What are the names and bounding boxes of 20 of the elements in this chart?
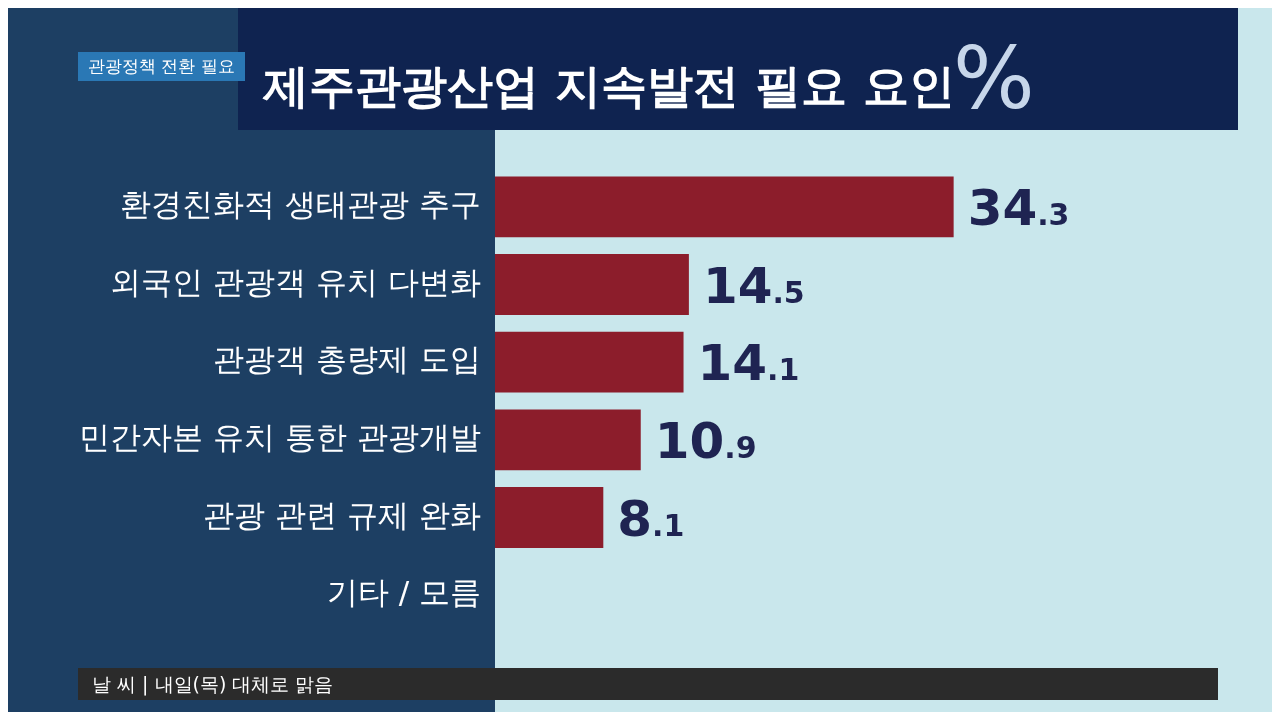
data-label: 14.1 (697, 334, 800, 393)
bar (495, 487, 604, 548)
y-tick-label: 민간자본 유치 통한 관광개발 (79, 418, 481, 455)
y-tick-label: 기타 / 모름 (326, 574, 481, 611)
data-label: 34.3 (967, 178, 1070, 237)
y-tick-label: 환경친화적 생태관광 추구 (120, 185, 481, 222)
x-axis-title: % (953, 28, 1035, 128)
bar (495, 331, 684, 393)
y-tick-label: 외국인 관광객 유치 다변화 (110, 263, 481, 300)
y-tick-label: 관광 관련 규제 완화 (203, 496, 481, 533)
y-tick-label: 관광객 총량제 도입 (213, 341, 481, 378)
bar (495, 409, 641, 471)
text: 관광정책 전환 필요 (78, 52, 245, 81)
data-label: 10.9 (654, 411, 757, 470)
data-label: 8.1 (617, 489, 685, 548)
bar (495, 176, 954, 238)
text: 날 씨 | 내일(목) 대체로 맑음 (78, 668, 1218, 700)
bar (495, 254, 689, 315)
data-label: 14.5 (702, 256, 805, 315)
chart-title: 제주관광산업 지속발전 필요 요인 (263, 58, 956, 115)
